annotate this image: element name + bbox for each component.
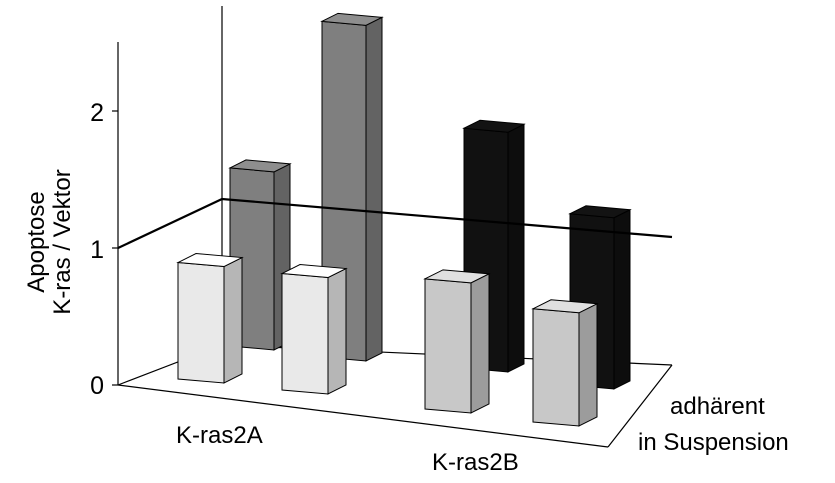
bar-adhaerent-k-ras2a-2	[280, 264, 348, 395]
y-tick-label-2: 2	[90, 99, 104, 127]
bar-adhaerent-k-ras2b-2-side	[578, 302, 598, 427]
category-label-k-ras2b: K-ras2B	[432, 449, 519, 476]
bar-suspension-k-ras2b-2-side	[613, 208, 631, 390]
bar-adhaerent-k-ras2a-2-side	[327, 267, 347, 395]
bar-adhaerent-k-ras2b-1	[423, 269, 491, 414]
bar-adhaerent-k-ras2a-1-top	[176, 253, 244, 268]
series-label-adhaerent: adhärent	[670, 393, 765, 420]
y-tick-label-0: 0	[90, 372, 104, 400]
bar-adhaerent-k-ras2a-2-front	[281, 273, 329, 395]
y-axis-label-line-2: K-ras / Vektor	[49, 169, 76, 314]
reference-line-1	[117, 197, 673, 249]
bar-suspension-k-ras2b-1-top	[462, 119, 526, 133]
bar-suspension-k-ras2a-2-top	[320, 12, 384, 26]
y-axis-label-line-1: Apoptose	[23, 191, 50, 292]
bar-suspension-k-ras2a-2-side	[365, 16, 383, 362]
bar-adhaerent-k-ras2a-1	[176, 253, 244, 384]
y-ticks	[112, 110, 118, 386]
bars-front-row	[176, 253, 599, 427]
bar-adhaerent-k-ras2a-1-side	[223, 256, 243, 384]
bar-adhaerent-k-ras2b-2	[531, 299, 599, 427]
bar-suspension-k-ras2b-2	[568, 205, 632, 390]
category-label-k-ras2a: K-ras2A	[176, 422, 263, 449]
bar-adhaerent-k-ras2b-1-front	[424, 278, 472, 414]
bar-suspension-k-ras2b-1-side	[507, 123, 525, 373]
bar-adhaerent-k-ras2b-2-top	[531, 299, 599, 314]
y-tick-label-1: 1	[90, 236, 104, 264]
bar-adhaerent-k-ras2a-2-top	[280, 264, 348, 279]
bar-adhaerent-k-ras2a-1-front	[177, 262, 225, 384]
floor-front-line	[117, 384, 609, 448]
bar-suspension-k-ras2a-1-top	[228, 159, 292, 173]
bar-suspension-k-ras2b-2-top	[568, 205, 632, 219]
bar-adhaerent-k-ras2b-1-top	[423, 269, 491, 284]
series-label-in-suspension: in Suspension	[638, 429, 789, 456]
bar-adhaerent-k-ras2b-2-front	[532, 308, 580, 427]
floor-right-line	[607, 364, 673, 448]
bar-adhaerent-k-ras2b-1-side	[470, 273, 490, 414]
